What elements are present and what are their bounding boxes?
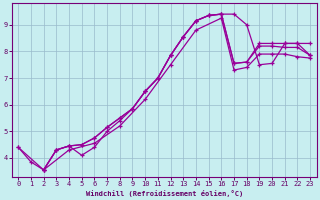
X-axis label: Windchill (Refroidissement éolien,°C): Windchill (Refroidissement éolien,°C) [85, 190, 243, 197]
